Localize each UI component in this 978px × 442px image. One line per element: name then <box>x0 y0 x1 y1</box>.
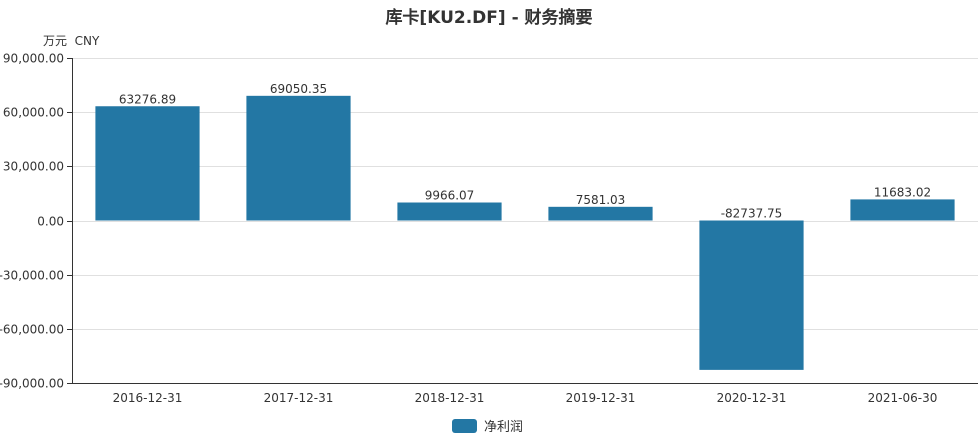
data-label: 11683.02 <box>874 185 931 199</box>
chart-title: 库卡[KU2.DF] - 财务摘要 <box>385 7 592 28</box>
y-tick-label: 90,000.00 <box>3 52 64 66</box>
x-tick-label: 2019-12-31 <box>566 391 636 405</box>
x-tick-label: 2021-06-30 <box>868 391 938 405</box>
bar[interactable] <box>397 202 502 221</box>
data-label: -82737.75 <box>721 207 783 221</box>
bar[interactable] <box>699 220 804 370</box>
legend-swatch[interactable] <box>452 419 477 433</box>
bar[interactable] <box>548 206 653 221</box>
legend-label[interactable]: 净利润 <box>484 420 523 435</box>
y-tick-label: -30,000.00 <box>0 269 64 283</box>
y-tick-label: 60,000.00 <box>3 106 64 120</box>
data-label: 63276.89 <box>119 92 176 106</box>
data-label: 69050.35 <box>270 82 327 96</box>
y-tick-label: 30,000.00 <box>3 160 64 174</box>
x-tick-label: 2016-12-31 <box>113 391 183 405</box>
x-tick-label: 2018-12-31 <box>415 391 485 405</box>
y-tick-label: 0.00 <box>37 215 64 229</box>
bar[interactable] <box>850 199 955 221</box>
bar[interactable] <box>246 95 351 221</box>
y-axis-unit-label: 万元 CNY <box>43 34 100 48</box>
y-tick-label: -90,000.00 <box>0 377 64 391</box>
y-tick-label: -60,000.00 <box>0 323 64 337</box>
x-tick-label: 2017-12-31 <box>264 391 334 405</box>
data-label: 7581.03 <box>576 193 626 207</box>
data-label: 9966.07 <box>425 189 475 203</box>
legend[interactable]: 净利润 <box>452 419 523 435</box>
bar[interactable] <box>95 106 200 221</box>
x-tick-label: 2020-12-31 <box>717 391 787 405</box>
